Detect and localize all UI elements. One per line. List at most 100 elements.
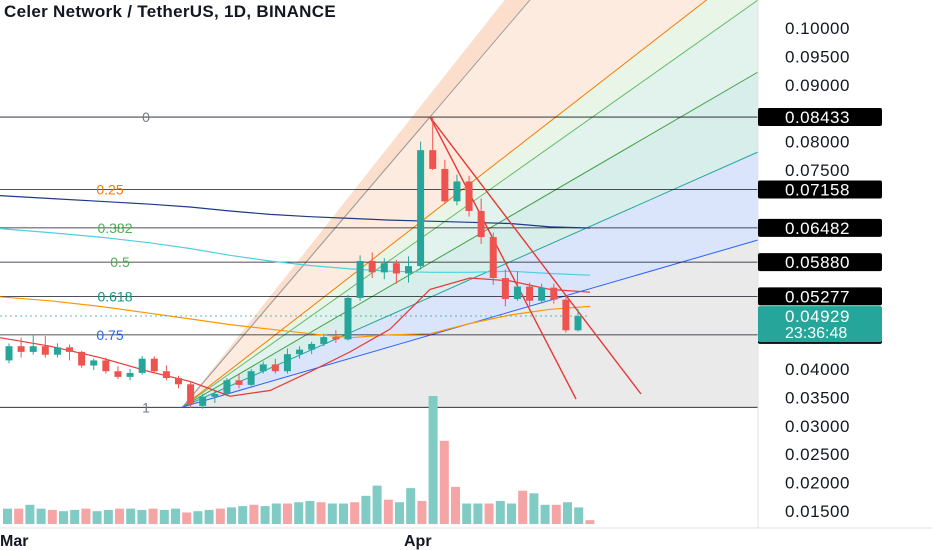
last-price-badge (758, 306, 882, 343)
candle-body (320, 337, 328, 344)
price-tick-label: 0.07500 (785, 161, 850, 180)
candle-body (465, 181, 473, 211)
volume-bar (103, 509, 113, 524)
volume-bar (372, 485, 382, 524)
last-price-label: 0.04929 (785, 307, 850, 326)
candle-body (247, 371, 255, 385)
volume-bar (271, 503, 281, 524)
volume-bar (473, 503, 483, 524)
candle-body (235, 380, 243, 385)
price-badge-label: 0.07158 (785, 180, 850, 199)
candle-body (53, 347, 61, 355)
price-badge (758, 253, 882, 272)
volume-layer (3, 396, 595, 524)
candle-body (5, 346, 13, 361)
volume-bar (585, 520, 595, 524)
moving-averages-layer (0, 195, 591, 397)
price-badge-label: 0.08433 (785, 108, 850, 127)
price-tick-label: 0.04000 (785, 360, 850, 379)
fan-line (182, 71, 759, 408)
candle-body (562, 299, 570, 331)
price-tick-label: 0.03500 (785, 388, 850, 407)
volume-bar (47, 509, 57, 524)
candle-body (380, 263, 388, 273)
price-tick-label: 0.09000 (785, 76, 850, 95)
volume-bar (249, 504, 259, 524)
volume-bar (428, 396, 438, 524)
candle-body (538, 287, 546, 301)
candle-body (150, 358, 158, 372)
candle-body (550, 287, 558, 300)
price-badge-label: 0.05880 (785, 253, 850, 272)
volume-bar (339, 503, 348, 524)
volume-bar (14, 508, 24, 524)
volume-bar (92, 511, 102, 524)
price-tick-label: 0.10000 (785, 19, 850, 38)
price-badge-label: 0.05277 (785, 287, 850, 306)
price-badge (758, 108, 882, 127)
channel-layer (0, 116, 642, 400)
volume-bar (171, 508, 180, 524)
candle-body (66, 347, 74, 352)
candle-body (526, 286, 534, 301)
candle-body (211, 393, 219, 397)
price-tick-label: 0.02000 (785, 474, 850, 493)
candle-body (574, 316, 582, 331)
volume-bar (439, 440, 449, 524)
candle-body (441, 168, 449, 202)
channel-line-upper (429, 116, 642, 395)
volume-bar (327, 503, 337, 524)
candle-body (296, 349, 304, 355)
candle-body (259, 364, 267, 372)
volume-bar (260, 506, 270, 524)
volume-bar (383, 499, 393, 524)
candle-body (453, 181, 461, 202)
volume-bar (462, 503, 472, 524)
candle-body (405, 266, 413, 274)
candle-body (368, 260, 376, 273)
volume-bar (59, 511, 68, 524)
fib-labels-layer: 0 0.25 0.382 0.5 0.618 0.75 1 (96, 109, 150, 415)
candle-body (223, 380, 231, 394)
chart-title: Celer Network / TetherUS, 1D, BINANCE (4, 2, 336, 21)
candle-body (41, 346, 49, 355)
candle-body (271, 364, 279, 372)
volume-bar (137, 509, 147, 524)
volume-bar (518, 490, 528, 524)
candle-body (417, 150, 425, 267)
moving-average-line (0, 296, 591, 339)
candle-body (187, 384, 195, 405)
fib-level-label: 0.25 (96, 181, 123, 197)
candle-body (102, 360, 110, 372)
volume-bar (283, 503, 292, 524)
candle-body (477, 210, 485, 238)
candles-layer (5, 117, 582, 409)
candle-body (29, 346, 37, 352)
price-tick-label: 0.02500 (785, 445, 850, 464)
candle-body (174, 378, 182, 385)
candle-body (138, 358, 146, 373)
volume-bar (551, 504, 561, 524)
volume-bar (25, 504, 35, 524)
volume-bar (484, 503, 494, 524)
volume-bar (495, 500, 505, 524)
volume-bar (115, 508, 124, 524)
candle-body (126, 372, 134, 377)
candle-body (489, 237, 497, 279)
volume-bar (406, 488, 416, 524)
volume-bar (540, 504, 550, 524)
volume-bar (159, 509, 169, 524)
fib-level-label: 1 (142, 399, 150, 415)
candle-body (283, 354, 291, 372)
candle-body (90, 360, 98, 366)
volume-bar (3, 508, 12, 524)
candle-body (513, 286, 521, 300)
candle-body (114, 371, 122, 377)
fib-level-label: 0.5 (110, 254, 130, 270)
volume-bar (36, 508, 46, 524)
price-tick-label: 0.01500 (785, 502, 850, 521)
candle-body (17, 346, 25, 352)
volume-bar (70, 509, 80, 524)
moving-average-line (0, 195, 591, 229)
